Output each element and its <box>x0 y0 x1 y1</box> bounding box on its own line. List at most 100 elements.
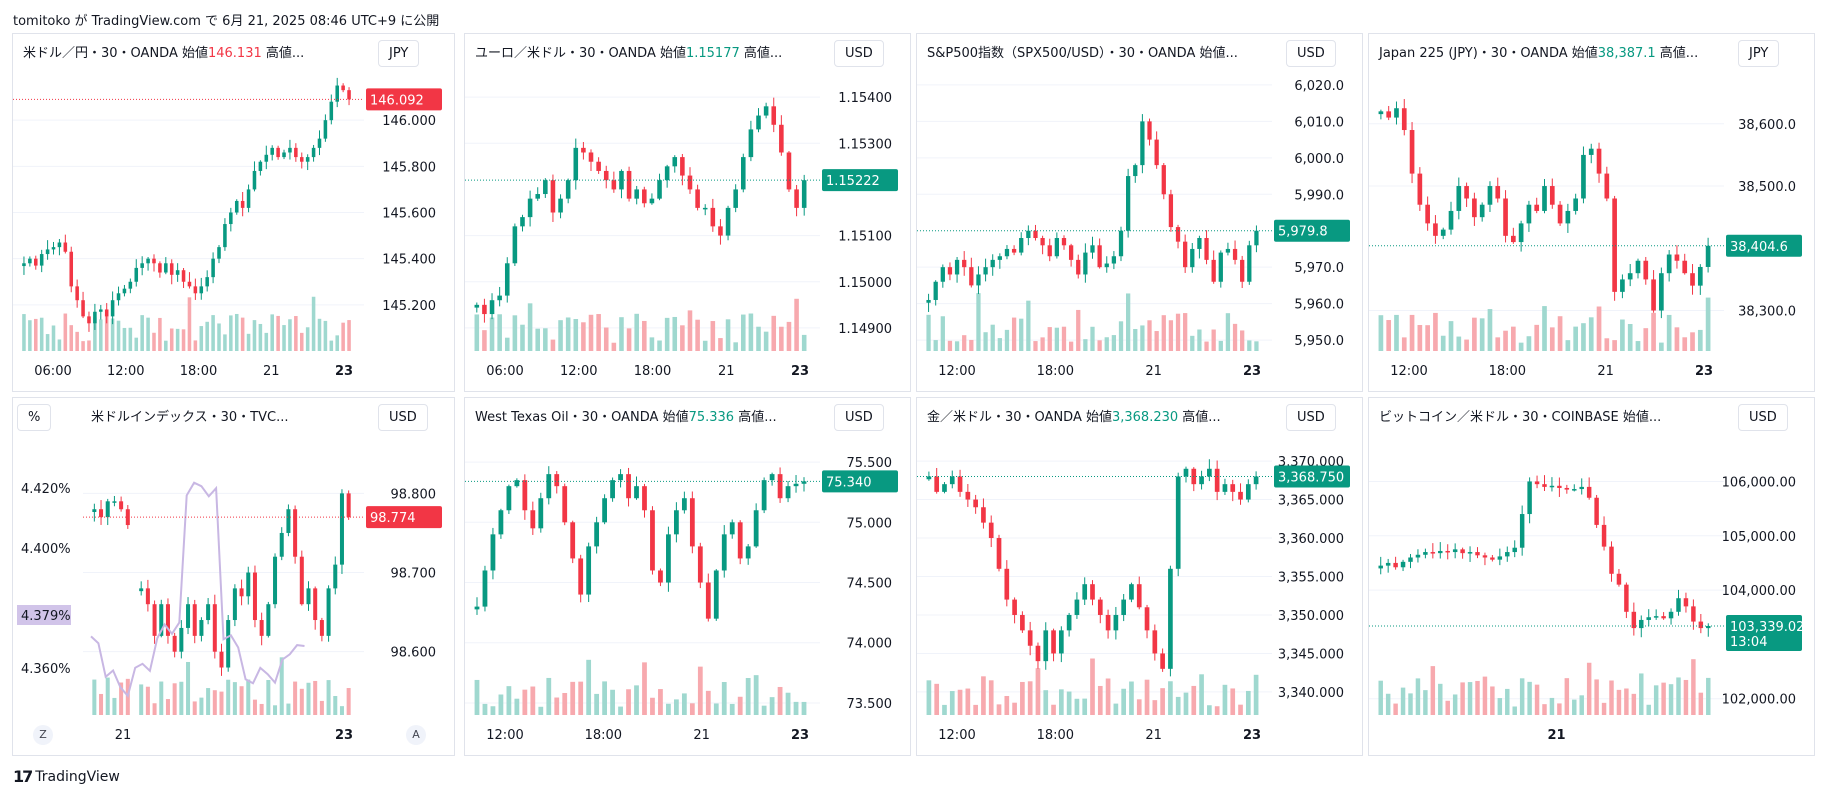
candle-body <box>110 300 115 317</box>
currency-button[interactable]: USD <box>1738 404 1788 431</box>
chart-panel-wti[interactable]: 75.500 75.000 74.500 74.000 73.500 75.340 12:0… <box>464 397 911 756</box>
price-label-box <box>822 470 898 493</box>
chart-panel-eurusd[interactable]: 1.15400 1.15300 1.15100 1.15000 1.14900 1.152… <box>464 33 911 392</box>
left-tick-label: 4.400% <box>21 542 71 557</box>
percent-scale-button[interactable]: % <box>17 404 52 431</box>
auto-scale-button[interactable]: A <box>406 725 426 745</box>
candle-body <box>1245 484 1251 500</box>
volume-bar <box>1415 678 1421 715</box>
volume-bar <box>672 316 678 351</box>
x-tick-label: 18:00 <box>1037 364 1074 379</box>
candle-body <box>1168 194 1174 228</box>
candle-body <box>596 161 601 171</box>
candle-body <box>1240 259 1245 282</box>
candle-body <box>1430 552 1436 554</box>
candle-body <box>1594 497 1599 525</box>
candle-body <box>1026 230 1031 239</box>
candle-body <box>169 263 174 275</box>
volume-bar <box>596 314 601 351</box>
volume-bar <box>159 681 164 715</box>
volume-bar <box>1247 340 1252 351</box>
candle-body <box>239 588 244 597</box>
candle-body <box>1519 514 1525 548</box>
volume-bar <box>1690 332 1695 351</box>
volume-bar <box>753 675 759 715</box>
currency-button[interactable]: JPY <box>1738 40 1780 67</box>
volume-bar <box>1666 314 1672 351</box>
volume-bar <box>649 337 655 351</box>
tradingview-footer[interactable]: 17 TradingView <box>13 767 120 786</box>
candle-body <box>313 588 318 621</box>
candle-body <box>1254 230 1259 246</box>
volume-bar <box>1479 318 1485 351</box>
candle-body <box>1204 238 1209 260</box>
chart-panel-spx500[interactable]: 6,020.0 6,010.0 6,000.0 5,990.0 5,970.0 5,960… <box>916 33 1363 392</box>
currency-button[interactable]: USD <box>378 404 428 431</box>
volume-bar <box>1653 685 1659 715</box>
candle-body <box>1175 227 1181 242</box>
candle-body <box>756 115 761 130</box>
currency-button[interactable]: USD <box>1286 40 1336 67</box>
volume-bar <box>1676 677 1681 715</box>
chart-title: ユーロ／米ドル・30・OANDA 始値1.15177 高値... <box>475 42 782 61</box>
volume-bar <box>1207 705 1212 715</box>
y-tick-label: 145.400 <box>382 253 436 268</box>
candle-body <box>317 138 322 148</box>
candle-body <box>674 510 679 535</box>
volume-bar <box>28 320 32 351</box>
y-tick-label: 73.500 <box>847 697 893 712</box>
volume-bar <box>1482 676 1488 715</box>
candle-body <box>1161 165 1166 195</box>
chart-panel-btcusd[interactable]: 106,000.00 105,000.00 104,000.00 102,000.00… <box>1368 397 1815 756</box>
candle-body <box>319 620 324 636</box>
currency-button[interactable]: USD <box>834 404 884 431</box>
volume-bar <box>626 328 632 351</box>
chart-panel-gold[interactable]: 3,370.000 3,365.000 3,360.000 3,355.000 3,35… <box>916 397 1363 756</box>
chart-panel-dxy[interactable]: 98.800 98.700 98.600 4.420% 4.400% 4.360% 4.37… <box>12 397 455 756</box>
volume-bar <box>1133 328 1138 351</box>
candle-body <box>1464 186 1469 199</box>
candle-body <box>1620 279 1625 292</box>
candle-body <box>22 263 26 267</box>
chart-panel-japan225[interactable]: 38,600.0 38,500.0 38,300.0 38,404.6 12:00 18:… <box>1368 33 1815 392</box>
zoom-button[interactable]: Z <box>33 725 53 745</box>
volume-bar <box>211 315 215 351</box>
candle-body <box>1542 484 1547 487</box>
candle-body <box>1445 550 1450 553</box>
candle-body <box>650 510 655 571</box>
volume-bar <box>1452 694 1458 715</box>
volume-bar <box>240 317 245 351</box>
volume-bar <box>543 328 548 351</box>
volume-bar <box>1456 336 1462 351</box>
volume-bar <box>116 320 121 351</box>
candle-body <box>1183 241 1188 268</box>
candle-body <box>801 180 807 208</box>
candle-body <box>1674 254 1680 261</box>
candle-body <box>718 226 723 236</box>
price-label-countdown: 13:04 <box>1730 635 1767 650</box>
currency-button[interactable]: USD <box>1286 404 1336 431</box>
volume-bar <box>341 322 345 351</box>
candle-body <box>270 147 274 155</box>
volume-bar <box>299 332 304 351</box>
volume-bar <box>713 703 719 715</box>
volume-bar <box>1497 698 1503 715</box>
candle-body <box>1456 186 1462 211</box>
candle-body <box>1440 229 1446 236</box>
candle-body <box>705 582 711 619</box>
chart-panel-usdjpy[interactable]: 146.000 145.800 145.600 145.400 145.200 146.0… <box>12 33 455 392</box>
candle-body <box>1661 616 1666 619</box>
candle-body <box>63 242 68 252</box>
y-tick-label: 38,600.0 <box>1738 118 1796 133</box>
volume-bar <box>252 320 257 351</box>
currency-button[interactable]: USD <box>834 40 884 67</box>
candle-body <box>1113 614 1119 631</box>
candle-body <box>497 295 502 301</box>
volume-bar <box>1129 681 1134 715</box>
candle-body <box>1682 260 1688 274</box>
currency-button[interactable]: JPY <box>378 40 420 67</box>
volume-bar <box>687 310 693 351</box>
volume-bar <box>538 706 544 715</box>
volume-bar <box>1191 685 1197 715</box>
volume-bar <box>1512 706 1517 715</box>
